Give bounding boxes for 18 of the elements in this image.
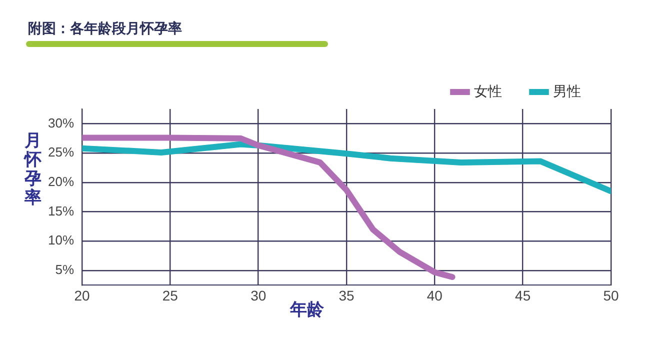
y-tick-label: 25%: [48, 144, 74, 160]
y-axis-title: 月怀孕率: [22, 131, 42, 208]
y-tick-label: 5%: [55, 262, 74, 278]
x-axis-title: 年龄: [290, 299, 324, 321]
y-tick-label: 30%: [48, 115, 74, 130]
chart-title: 附图：各年龄段月怀孕率: [28, 20, 182, 38]
x-tick-label: 45: [515, 287, 531, 304]
x-tick-label: 20: [74, 287, 90, 304]
x-tick-label: 30: [250, 287, 266, 304]
x-tick-label: 40: [426, 287, 443, 304]
legend-label: 男性: [553, 82, 581, 99]
x-tick-label: 50: [603, 287, 619, 304]
y-tick-label: 10%: [48, 232, 74, 248]
x-tick-label: 25: [162, 287, 178, 304]
x-tick-label: 35: [338, 287, 355, 304]
y-tick-label: 20%: [48, 174, 74, 189]
legend-label: 女性: [474, 82, 502, 99]
y-tick-label: 15%: [48, 203, 74, 218]
